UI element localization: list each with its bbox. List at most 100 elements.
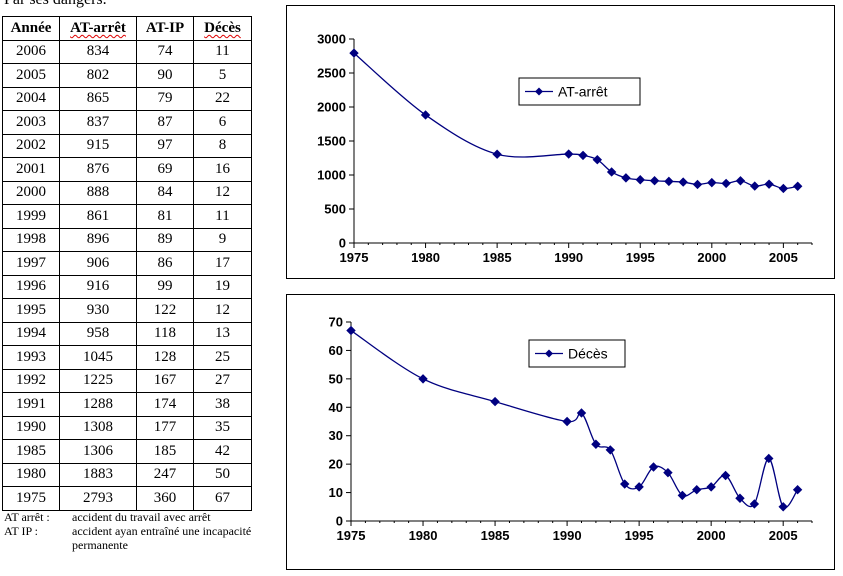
- header-year: Année: [2, 16, 60, 41]
- data-point-marker: [692, 485, 702, 495]
- cell-at-arret: 915: [59, 133, 137, 158]
- cell-year: 2006: [2, 39, 60, 64]
- cell-deces: 12: [193, 298, 252, 323]
- cell-deces: 38: [193, 392, 252, 417]
- cell-at-ip: 89: [136, 227, 194, 252]
- data-point-marker: [692, 179, 703, 190]
- cell-at-ip: 118: [136, 321, 194, 346]
- data-point-marker: [677, 490, 688, 501]
- y-tick-label: 30: [329, 428, 343, 443]
- cell-year: 1994: [2, 321, 60, 346]
- cell-deces: 17: [193, 251, 252, 276]
- cell-deces: 9: [193, 227, 252, 252]
- y-tick-label: 2500: [317, 66, 346, 81]
- cell-deces: 27: [193, 368, 252, 393]
- table-row: 2002 915 97 8: [2, 133, 252, 158]
- cell-at-arret: 802: [59, 63, 137, 88]
- header-at-ip: AT-IP: [136, 16, 194, 41]
- data-point-marker: [346, 325, 356, 336]
- data-point-marker: [562, 416, 572, 427]
- data-point-marker: [735, 493, 745, 503]
- table-row: 1999 861 81 11: [2, 204, 252, 229]
- cell-at-arret: 2793: [59, 486, 137, 511]
- data-point-marker: [576, 408, 587, 418]
- cell-at-ip: 360: [136, 486, 194, 511]
- cell-at-ip: 79: [136, 86, 194, 111]
- x-tick-label: 1975: [337, 528, 366, 543]
- data-point-marker: [578, 150, 588, 161]
- table-row: 1994 958 118 13: [2, 321, 252, 346]
- legend-label: Décès: [568, 346, 608, 362]
- note-at-ip: AT IP : accident ayan entraîné une incap…: [4, 524, 252, 552]
- cell-year: 1996: [2, 274, 60, 299]
- x-tick-label: 2000: [697, 250, 726, 265]
- data-point-marker: [778, 183, 789, 194]
- data-point-marker: [591, 439, 601, 449]
- x-tick-label: 1995: [626, 250, 655, 265]
- table-row: 1985 1306 185 42: [2, 439, 252, 464]
- cell-year: 1993: [2, 345, 60, 370]
- table-row: 1995 930 122 12: [2, 298, 252, 323]
- cell-at-arret: 865: [59, 86, 137, 111]
- x-tick-label: 2005: [769, 250, 798, 265]
- cell-deces: 11: [193, 204, 252, 229]
- x-tick-label: 1980: [409, 528, 438, 543]
- y-tick-label: 50: [329, 371, 343, 386]
- note-value: accident du travail avec arrêt: [72, 510, 211, 524]
- legend-marker-swatch: [535, 87, 543, 96]
- x-tick-label: 1990: [553, 528, 582, 543]
- cell-year: 2002: [2, 133, 60, 158]
- y-tick-label: 70: [329, 315, 343, 330]
- data-point-marker: [635, 175, 645, 185]
- table-row: 1996 916 99 19: [2, 274, 252, 299]
- cell-deces: 19: [193, 274, 252, 299]
- table-row: 1992 1225 167 27: [2, 368, 252, 393]
- legend-marker-swatch: [545, 349, 553, 358]
- data-point-marker: [592, 154, 603, 165]
- table-row: 2003 837 87 6: [2, 110, 252, 135]
- cell-year: 2005: [2, 63, 60, 88]
- cell-at-ip: 69: [136, 157, 194, 182]
- data-point-marker: [764, 179, 774, 189]
- cell-at-arret: 958: [59, 321, 137, 346]
- cell-year: 1997: [2, 251, 60, 276]
- data-point-marker: [792, 485, 803, 495]
- cell-at-ip: 81: [136, 204, 194, 229]
- y-tick-label: 2000: [317, 100, 346, 115]
- data-point-marker: [721, 178, 731, 189]
- chart-at-arret: 0 500 1000 1500 2000 2500 3000 1975 1980 1985 1990…: [286, 5, 835, 279]
- y-tick-label: 10: [329, 485, 343, 500]
- y-tick-label: 1000: [317, 168, 346, 183]
- data-point-marker: [720, 470, 731, 481]
- series-line: [353, 52, 798, 190]
- table-notes: AT arrêt : accident du travail avec arrê…: [4, 510, 252, 552]
- chart-legend: AT-arrêt: [518, 77, 641, 106]
- cell-at-arret: 837: [59, 110, 137, 135]
- x-tick-label: 1995: [625, 528, 654, 543]
- data-point-marker: [621, 173, 631, 183]
- table-row: 2000 888 84 12: [2, 180, 252, 205]
- y-tick-label: 0: [339, 236, 346, 251]
- chart-deces: 0 10 20 30 40 50 60 70 1975 1980 1985 1990 1995 2000 2…: [286, 294, 835, 570]
- x-tick-label: 1975: [340, 250, 369, 265]
- cell-deces: 35: [193, 415, 252, 440]
- accident-data-table: Année AT-arrêt AT-IP Décès 2006 834 74 11 20…: [2, 16, 252, 511]
- data-point-marker: [735, 176, 746, 186]
- table-row: 1991 1288 174 38: [2, 392, 252, 417]
- note-at-arret: AT arrêt : accident du travail avec arrê…: [4, 510, 252, 524]
- cell-at-arret: 1306: [59, 439, 137, 464]
- note-key: AT arrêt :: [4, 510, 50, 524]
- cell-at-arret: 1288: [59, 392, 137, 417]
- chart-deces-svg: 0 10 20 30 40 50 60 70 1975 1980 1985 1990 1995 2000 2…: [329, 315, 813, 543]
- table-row: 1997 906 86 17: [2, 251, 252, 276]
- data-point-marker: [706, 482, 716, 492]
- cell-at-ip: 185: [136, 439, 194, 464]
- table-row: 1993 1045 128 25: [2, 345, 252, 370]
- cell-at-ip: 177: [136, 415, 194, 440]
- data-point-marker: [750, 181, 760, 191]
- table-row: 2004 865 79 22: [2, 86, 252, 111]
- table-row: 1998 896 89 9: [2, 227, 252, 252]
- cell-at-ip: 167: [136, 368, 194, 393]
- cell-at-ip: 99: [136, 274, 194, 299]
- data-point-marker: [420, 110, 431, 120]
